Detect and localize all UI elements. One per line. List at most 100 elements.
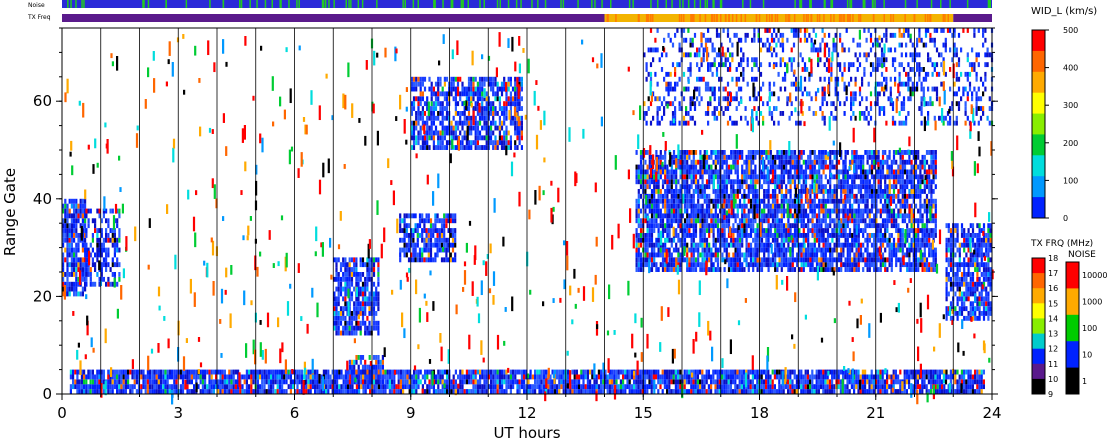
echo-cell [582, 384, 585, 390]
echo-cell [96, 384, 99, 390]
echo-cell [716, 174, 720, 180]
echo-cell [980, 384, 983, 390]
echo-cell [650, 379, 653, 385]
noise-fleck [499, 0, 501, 8]
echo-cell [789, 389, 792, 394]
echo-cell [828, 389, 831, 394]
echo-cell [344, 276, 347, 282]
echo-cell [769, 179, 772, 185]
echo-cell [454, 135, 457, 141]
echo-cell [721, 218, 724, 224]
echo-cell [75, 252, 78, 258]
echo-cell [437, 111, 440, 116]
echo-cell [489, 86, 493, 92]
echo-cell [113, 247, 116, 253]
echo-cell [866, 379, 869, 385]
echo-cell [701, 164, 704, 170]
noise-fleck [321, 0, 324, 8]
echo-cell [686, 213, 689, 219]
echo-cell [754, 189, 757, 194]
echo-cell [364, 281, 367, 287]
echo-cell [782, 208, 786, 214]
echo-cell [348, 267, 351, 272]
echo-cell [441, 115, 444, 121]
echo-cell [787, 247, 790, 253]
echo-cell [800, 257, 803, 263]
echo-cell [774, 184, 777, 190]
echo-cell [230, 384, 233, 390]
echo-cell [81, 272, 84, 277]
echo-cell [164, 389, 167, 394]
echo-cell [66, 252, 69, 258]
echo-cell [789, 179, 792, 185]
echo-cell [439, 389, 442, 394]
echo-cell [350, 272, 354, 277]
echo-cell [734, 257, 737, 263]
echo-cell [932, 374, 935, 380]
echo-cell [120, 369, 123, 375]
echo-cell [712, 218, 715, 224]
echo-cell [800, 384, 803, 390]
echo-cell [804, 379, 807, 385]
echo-cell [716, 262, 720, 268]
echo-cell [481, 374, 484, 380]
echo-cell [133, 369, 136, 375]
echo-cell [85, 262, 88, 268]
echo-cell [835, 384, 838, 390]
echo-cell [407, 213, 411, 219]
echo-cell [294, 374, 297, 380]
echo-cell [611, 384, 614, 390]
echo-cell [234, 389, 237, 394]
echo-cell [346, 276, 349, 282]
echo-cell [734, 179, 737, 185]
echo-cell [476, 145, 479, 150]
echo-cell [419, 76, 422, 82]
noise-fleck [904, 0, 907, 8]
echo-cell [675, 189, 678, 194]
echo-cell [683, 257, 687, 263]
echo-cell [978, 379, 981, 385]
echo-cell [449, 213, 452, 219]
echo-cell [73, 262, 76, 268]
echo-cell [384, 389, 387, 394]
echo-cell [774, 208, 777, 214]
echo-cell [159, 389, 163, 394]
echo-cell [514, 76, 517, 82]
echo-cell [670, 169, 673, 175]
echo-cell [745, 179, 748, 185]
echo-cell [630, 384, 633, 390]
echo-cell [342, 262, 345, 268]
echo-cell [492, 81, 495, 87]
echo-cell [534, 389, 537, 394]
echo-cell [674, 384, 677, 390]
echo-cell [683, 223, 687, 229]
echo-cell [661, 213, 665, 219]
echo-cell [102, 379, 105, 385]
echo-cell [459, 91, 462, 97]
echo-cell [716, 184, 720, 190]
echo-cell [727, 379, 730, 385]
echo-cell [756, 203, 759, 209]
echo-cell [787, 179, 790, 185]
echo-cell [221, 379, 224, 385]
echo-cell [725, 189, 728, 194]
echo-cell [941, 379, 944, 385]
txfreq-fleck [755, 14, 758, 22]
echo-cell [230, 374, 233, 380]
echo-cell [289, 389, 292, 394]
echo-cell [388, 379, 391, 385]
echo-cell [361, 257, 365, 263]
echo-cell [434, 242, 437, 248]
echo-cell [456, 86, 460, 92]
echo-cell [181, 389, 185, 394]
echo-cell [659, 218, 662, 224]
echo-cell [646, 262, 649, 268]
echo-cell [377, 364, 380, 370]
echo-cell [445, 76, 449, 82]
echo-cell [441, 369, 444, 375]
echo-cell [70, 237, 73, 243]
echo-cell [479, 374, 482, 380]
echo-cell [450, 86, 453, 92]
echo-cell [498, 96, 501, 102]
echo-cell [226, 384, 229, 390]
